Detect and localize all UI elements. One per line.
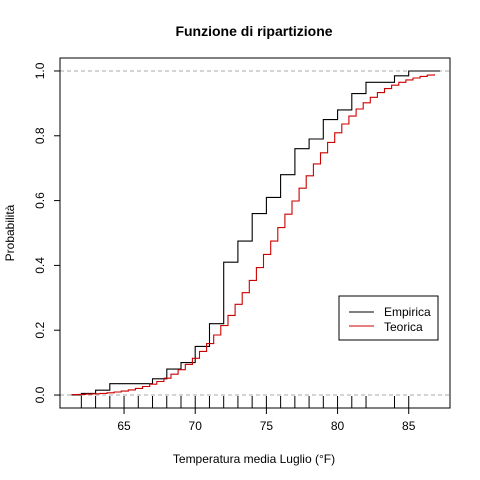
y-axis: 0.0 0.2 0.4 0.6 0.8 1.0 [33,62,61,403]
y-tick-label: 0.0 [33,386,47,403]
x-axis-label: Temperatura media Luglio (°F) [173,452,335,466]
x-axis: 65 70 75 80 85 [117,407,416,433]
legend-box [338,295,439,341]
series-empirica [71,70,440,396]
legend: Empirica Teorica [338,295,439,341]
series-layer [71,70,440,396]
x-tick-label: 80 [331,419,345,433]
plot-frame [59,57,451,409]
series-teorica [71,74,435,396]
reference-lines [60,70,450,396]
x-tick-label: 75 [260,419,274,433]
y-tick-label: 1.0 [33,62,47,79]
chart-title: Funzione di ripartizione [175,23,332,39]
y-tick-label: 0.6 [33,192,47,209]
x-tick-label: 70 [189,419,203,433]
rug-marks [80,396,410,408]
y-axis-label: Probabilità [3,204,17,261]
legend-label-teorica: Teorica [384,320,423,334]
legend-label-empirica: Empirica [384,305,431,319]
y-tick-label: 0.8 [33,127,47,144]
y-tick-label: 0.4 [33,257,47,274]
x-tick-label: 85 [402,419,416,433]
x-tick-label: 65 [117,419,131,433]
y-tick-label: 0.2 [33,322,47,339]
